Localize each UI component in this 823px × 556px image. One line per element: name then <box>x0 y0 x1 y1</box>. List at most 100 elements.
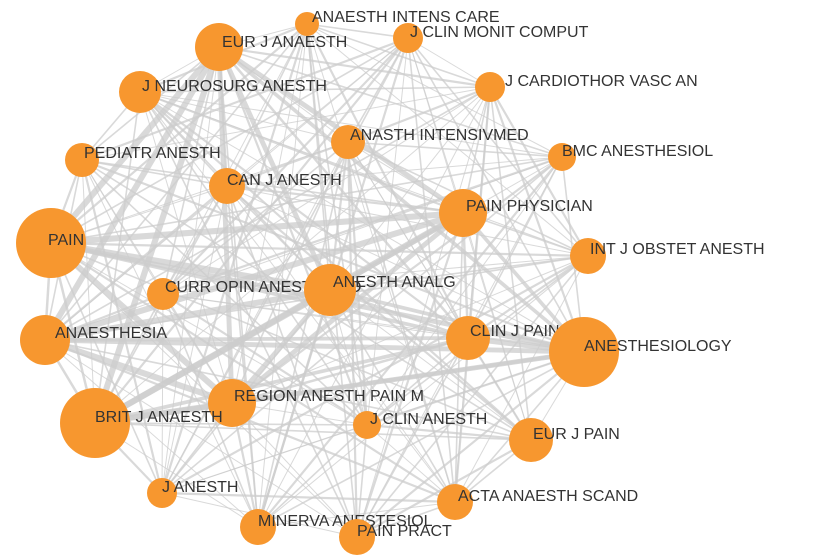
node-circle <box>119 71 161 113</box>
node-circle <box>209 168 245 204</box>
edge <box>218 45 491 89</box>
edge <box>347 141 563 158</box>
edge <box>93 287 332 426</box>
edge <box>50 242 532 441</box>
edge <box>161 491 456 504</box>
node: J CLIN MONIT COMPUT <box>393 23 589 53</box>
edge <box>139 86 491 93</box>
edge <box>50 37 409 244</box>
edge <box>50 242 163 494</box>
edge <box>231 402 358 538</box>
edge <box>44 337 233 406</box>
node-label: ANASTH INTENSIVMED <box>350 127 529 144</box>
edge <box>94 422 532 441</box>
edge <box>329 289 532 441</box>
edge <box>256 289 332 528</box>
node-label: CLIN J PAIN <box>470 323 560 340</box>
edge <box>162 37 409 295</box>
node-label: MINERVA ANESTESIOL <box>258 513 433 530</box>
edge <box>356 351 585 538</box>
edge <box>257 255 589 528</box>
node-label: EUR J ANAESTH <box>222 34 347 51</box>
edge <box>42 45 222 342</box>
node-circle <box>437 484 473 520</box>
edge <box>50 241 589 258</box>
edge <box>44 86 491 341</box>
node: BRIT J ANAESTH <box>60 388 223 458</box>
node-label: PAIN PHYSICIAN <box>466 198 593 215</box>
edge <box>226 156 563 187</box>
edge <box>329 255 589 291</box>
edge <box>81 159 368 426</box>
edge <box>161 255 589 494</box>
edge <box>329 289 456 503</box>
node-circle <box>195 23 243 71</box>
node: ACTA ANAESTH SCAND <box>437 484 638 520</box>
node: REGION ANESTH PAIN M <box>208 379 424 427</box>
edge <box>81 36 409 162</box>
node: ANESTHESIOLOGY <box>549 317 732 387</box>
node: ANASTH INTENSIVMED <box>331 125 529 159</box>
edge <box>407 37 491 88</box>
node: BMC ANESTHESIOL <box>548 143 713 171</box>
edge <box>218 46 469 339</box>
node: PEDIATR ANESTH <box>65 143 221 177</box>
edge <box>306 23 589 257</box>
edge <box>94 86 491 424</box>
node: J CARDIOTHOR VASC AN <box>475 72 698 102</box>
node-circle <box>16 208 86 278</box>
node: CLIN J PAIN <box>446 316 560 360</box>
edge <box>257 23 308 528</box>
node-label: BRIT J ANAESTH <box>95 409 223 426</box>
node-circle <box>147 478 177 508</box>
edge <box>467 156 563 339</box>
node-label: J CLIN MONIT COMPUT <box>410 24 589 41</box>
edge <box>306 23 409 39</box>
node-label: PEDIATR ANESTH <box>84 145 221 162</box>
edge <box>346 141 369 426</box>
edge <box>257 424 368 528</box>
node-label: ANESTHESIOLOGY <box>584 338 732 355</box>
node: J ANESTH <box>147 478 238 508</box>
edges <box>42 22 589 538</box>
edge <box>454 337 469 503</box>
edge <box>44 337 585 355</box>
node-circle <box>331 125 365 159</box>
edge <box>48 45 222 245</box>
node-circle <box>20 315 70 365</box>
edge <box>226 184 464 215</box>
edge <box>44 338 456 504</box>
node-label: J ANESTH <box>162 479 238 496</box>
node-label: J CLIN ANESTH <box>370 411 487 428</box>
edge <box>226 185 589 257</box>
edge <box>489 86 589 257</box>
edge <box>139 91 349 143</box>
node-label: J CARDIOTHOR VASC AN <box>505 73 698 90</box>
edge <box>218 46 563 158</box>
edge <box>81 159 464 214</box>
edge <box>50 156 563 244</box>
node-circle <box>60 388 130 458</box>
edge <box>44 339 358 538</box>
node-label: J NEUROSURG ANESTH <box>142 78 327 95</box>
edge <box>366 337 469 426</box>
edge <box>81 86 491 161</box>
edge <box>162 23 308 295</box>
node-label: ANAESTH INTENS CARE <box>312 9 500 26</box>
node: INT J OBSTET ANESTH <box>570 238 765 274</box>
node-label: ACTA ANAESTH SCAND <box>458 488 638 505</box>
edge <box>161 424 368 494</box>
edge <box>356 424 368 538</box>
node: J NEUROSURG ANESTH <box>119 71 327 113</box>
edge <box>366 424 456 503</box>
edge <box>306 23 563 158</box>
edge <box>366 423 532 442</box>
edge <box>139 91 469 339</box>
node-circle <box>439 189 487 237</box>
edge <box>161 156 563 494</box>
node: EUR J ANAESTH <box>195 23 347 71</box>
edge <box>81 158 585 354</box>
edge <box>50 141 349 244</box>
edge <box>226 185 585 353</box>
